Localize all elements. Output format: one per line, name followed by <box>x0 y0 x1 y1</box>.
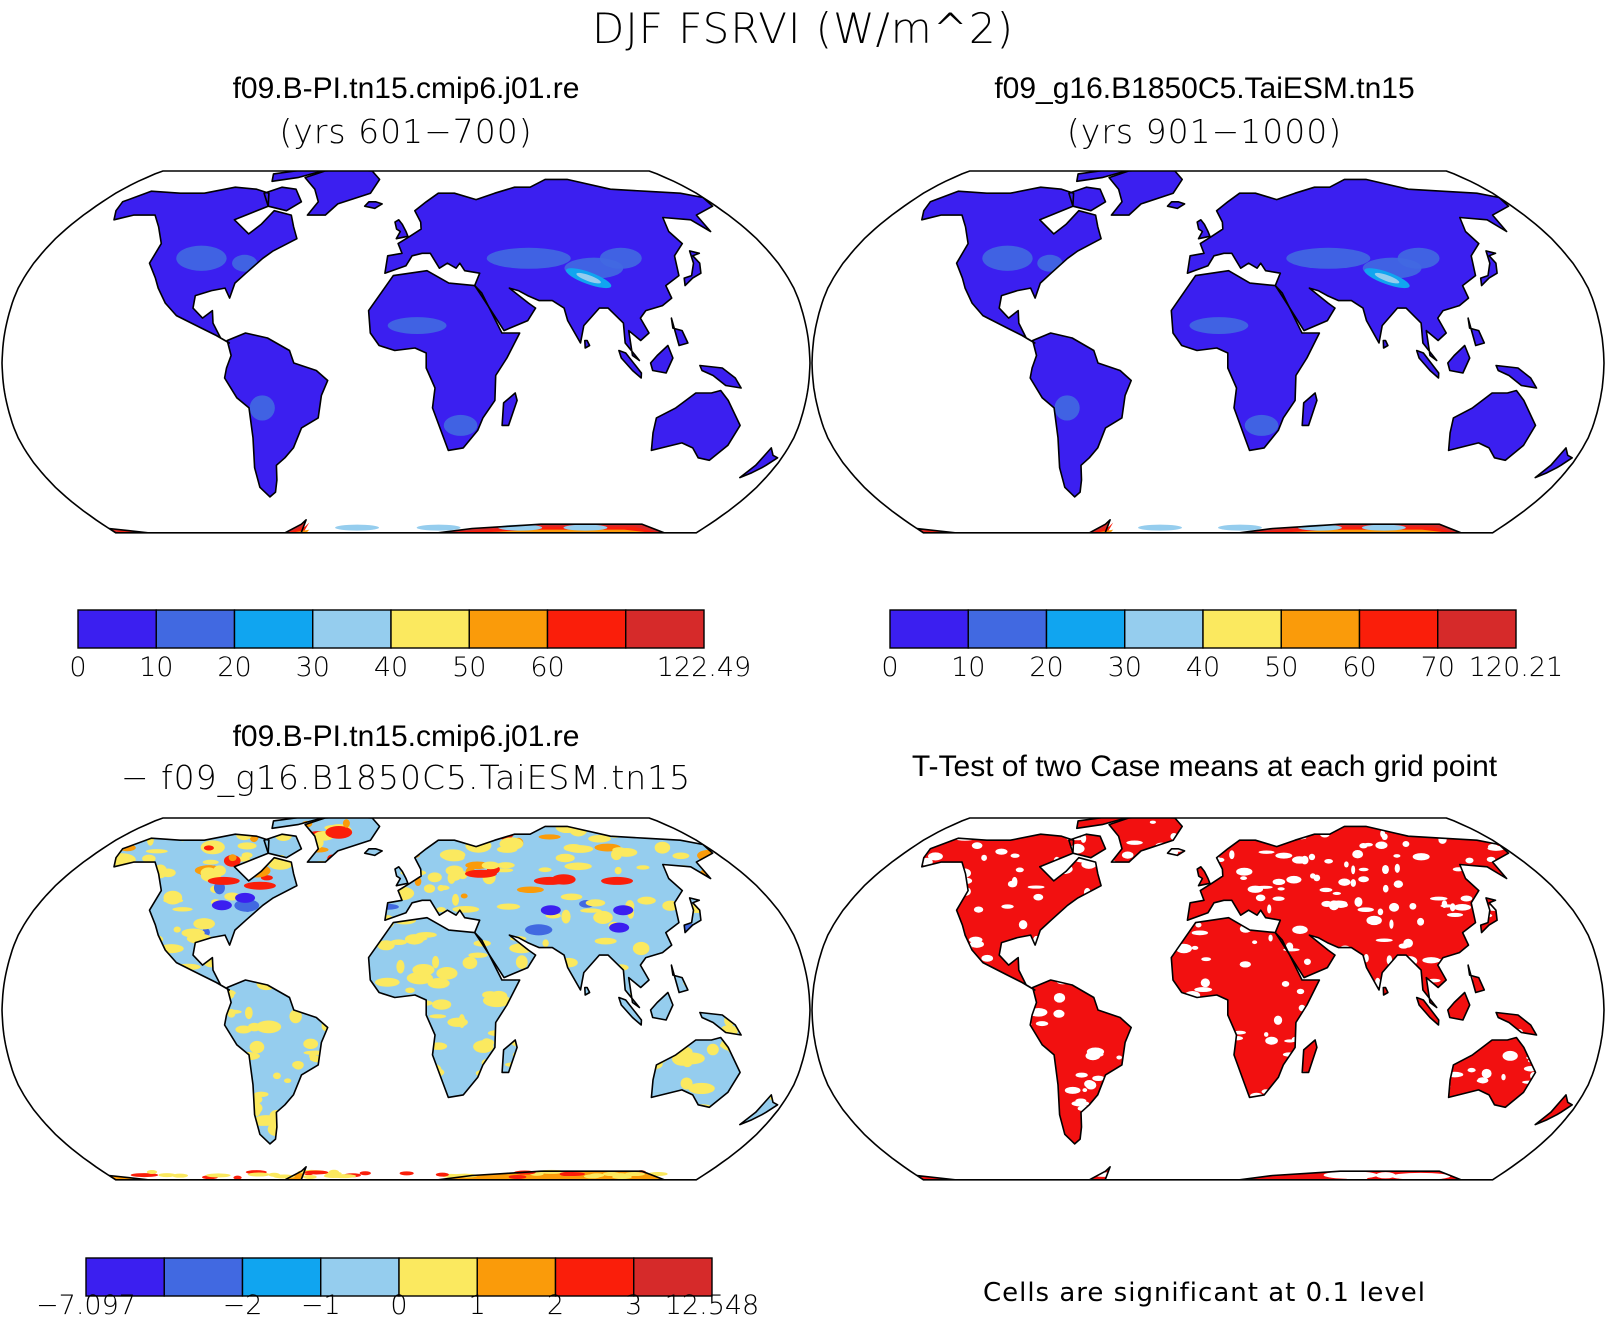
panel-2-title: f09_g16.B1850C5.TaiESM.tn15 <box>994 72 1415 105</box>
land-fill <box>921 171 1573 497</box>
colorbar-tick-label: 10 <box>139 652 174 683</box>
colorbar-tick-label: 0 <box>390 1290 408 1321</box>
colorbar-swatch <box>77 609 157 649</box>
coastlines <box>108 818 779 1180</box>
map-frame <box>811 170 1605 534</box>
antarctica-fill <box>916 1166 1493 1180</box>
colorbar-tick-label: 12.548 <box>664 1290 760 1321</box>
colorbar-tick-label: 10 <box>951 652 986 683</box>
panel-4-title: T-Test of two Case means at each grid po… <box>911 750 1498 783</box>
coastlines <box>916 818 1573 1180</box>
colorbar-tick-label: 60 <box>530 652 565 683</box>
colorbar-swatch <box>468 609 549 649</box>
colorbar-swatch <box>1045 609 1126 649</box>
colorbar-tick-label: −1 <box>300 1290 341 1321</box>
colorbar-swatch <box>155 609 236 649</box>
colorbar-swatch <box>546 609 627 649</box>
colorbar-tick-label: 70 <box>1420 652 1455 683</box>
significance-note: Cells are significant at 0.1 level <box>982 1278 1427 1308</box>
colorbar-swatch <box>1124 609 1204 649</box>
colorbar-tick-label: −7.097 <box>36 1290 136 1321</box>
colorbar-swatch <box>233 609 314 649</box>
panel-3-subtitle: − f09_g16.B1850C5.TaiESM.tn15 <box>120 758 692 797</box>
colorbar-swatch <box>390 609 470 649</box>
colorbar-tick-label: 20 <box>217 652 252 683</box>
colorbar-swatch <box>625 609 705 649</box>
colorbar-tick-label: 50 <box>452 652 487 683</box>
antarctica-fill <box>109 519 697 533</box>
colorbar-tick-label: 40 <box>373 652 409 683</box>
map-frame <box>1 170 811 534</box>
colorbar-swatch <box>320 1257 400 1297</box>
colorbar-swatch <box>1437 609 1517 649</box>
map-frame <box>1 817 811 1181</box>
colorbar-swatch <box>398 1257 478 1297</box>
map-panel-3 <box>1 817 811 1181</box>
colorbar-tick-label: 3 <box>625 1290 643 1321</box>
colorbar-panel-2 <box>889 609 1517 649</box>
panel-3-title: f09.B-PI.tn15.cmip6.j01.re <box>232 720 580 753</box>
colorbar-tick-label: 30 <box>295 652 330 683</box>
colorbar-swatch <box>889 609 969 649</box>
panel-1-subtitle: (yrs 601−700) <box>279 112 533 151</box>
colorbar-swatch <box>1202 609 1282 649</box>
colorbar-tick-label: 120.21 <box>1468 652 1564 683</box>
colorbar-ticks-panel-2: 0 10 20 30 40 50 60 70 120.21 <box>0 652 1606 688</box>
colorbar-tick-label: −2 <box>222 1290 263 1321</box>
colorbar-swatch <box>1280 609 1361 649</box>
colorbar-panel-1 <box>77 609 705 649</box>
coastlines <box>916 171 1573 533</box>
colorbar-swatch <box>554 1257 635 1297</box>
colorbar-swatch <box>1358 609 1439 649</box>
main-title: DJF FSRVI (W/m^2) <box>592 4 1014 53</box>
antarctica-fill <box>916 519 1493 533</box>
colorbar-ticks-panel-3: −7.097 −2 −1 0 1 2 3 12.548 <box>0 1290 812 1326</box>
colorbar-swatch <box>85 1257 165 1297</box>
colorbar-tick-label: 40 <box>1185 652 1221 683</box>
colorbar-tick-label: 0 <box>69 652 87 683</box>
colorbar-swatch <box>241 1257 322 1297</box>
colorbar-panel-3 <box>85 1257 713 1297</box>
colorbar-tick-label: 20 <box>1029 652 1064 683</box>
colorbar-tick-label: 0 <box>881 652 899 683</box>
colorbar-swatch <box>967 609 1048 649</box>
colorbar-swatch <box>312 609 392 649</box>
colorbar-swatch <box>633 1257 713 1297</box>
panel-2-subtitle: (yrs 901−1000) <box>1066 112 1343 151</box>
colorbar-tick-label: 50 <box>1264 652 1299 683</box>
colorbar-tick-label: 30 <box>1107 652 1142 683</box>
colorbar-ticks-panel-1: 0 10 20 30 40 50 60 122.49 <box>0 652 812 688</box>
map-panel-4 <box>811 817 1605 1181</box>
colorbar-tick-label: 1 <box>468 1290 486 1321</box>
colorbar-swatch <box>476 1257 557 1297</box>
coastlines <box>108 171 779 533</box>
map-frame <box>811 817 1605 1181</box>
map-panel-2 <box>811 170 1605 534</box>
colorbar-tick-label: 60 <box>1342 652 1377 683</box>
colorbar-tick-label: 122.49 <box>656 652 752 683</box>
colorbar-tick-label: 2 <box>546 1290 565 1321</box>
antarctica-fill <box>109 1166 697 1180</box>
map-panel-1 <box>1 170 811 534</box>
panel-1-title: f09.B-PI.tn15.cmip6.j01.re <box>232 72 580 105</box>
